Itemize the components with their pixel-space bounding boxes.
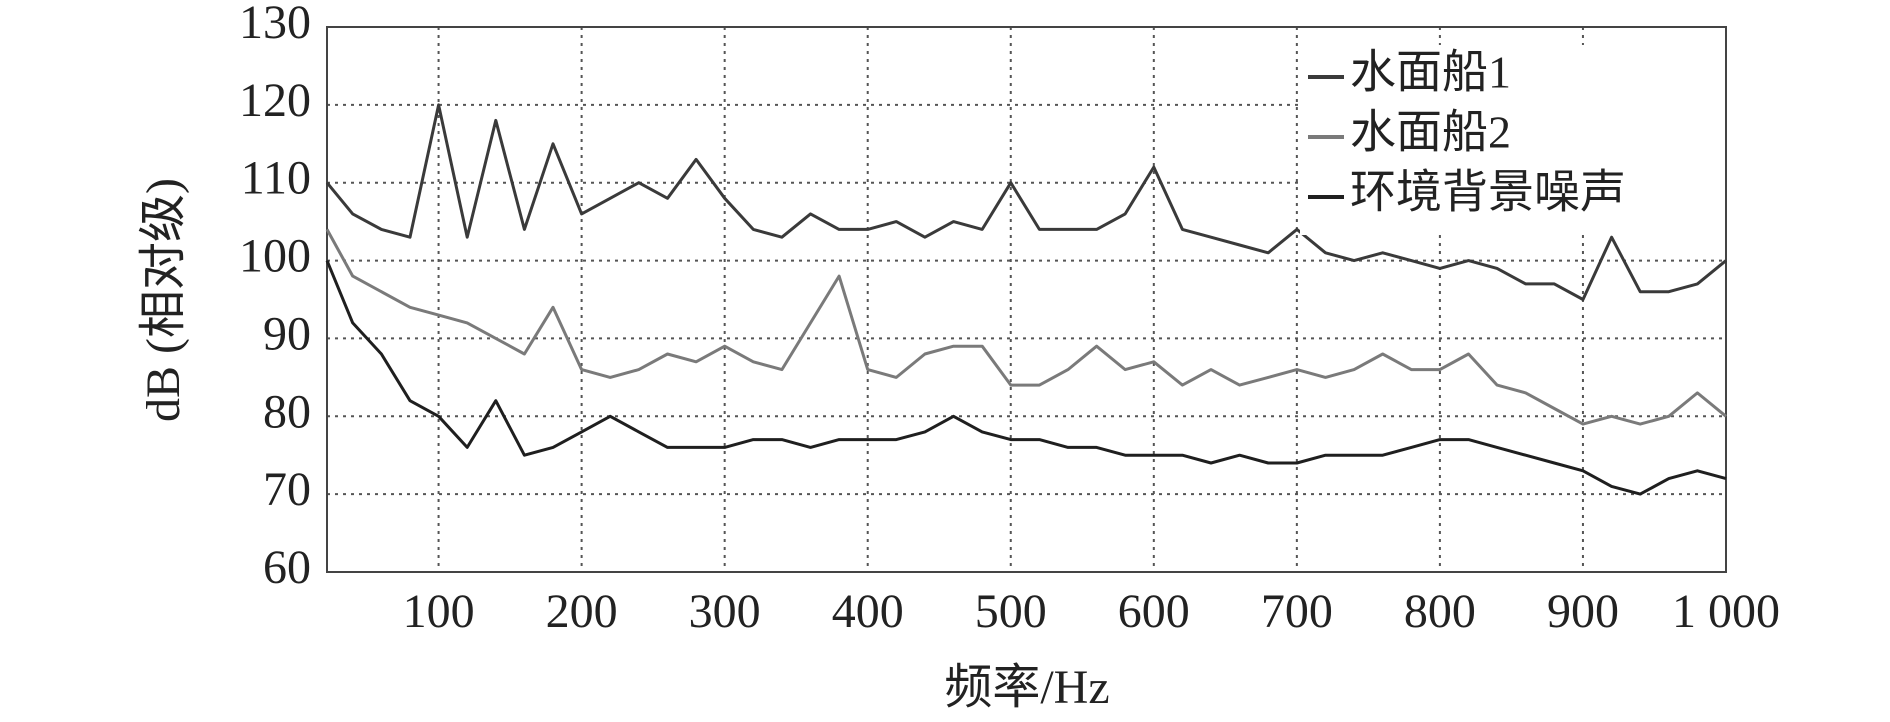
- y-tick-label: 120: [239, 74, 311, 127]
- y-tick-label: 110: [241, 152, 311, 205]
- legend-label: 环境背景噪声: [1350, 167, 1626, 218]
- x-tick-label: 500: [975, 585, 1047, 638]
- x-tick-label: 1 000: [1672, 585, 1780, 638]
- x-tick-label: 200: [546, 585, 618, 638]
- x-tick-label: 800: [1404, 585, 1476, 638]
- y-tick-label: 130: [239, 0, 311, 49]
- y-tick-label: 100: [239, 230, 311, 283]
- legend-label: 水面船1: [1350, 47, 1511, 98]
- legend-box: [1300, 45, 1722, 235]
- plot-frame: [326, 26, 1727, 573]
- y-tick-label: 90: [263, 307, 311, 360]
- series-line: [325, 260, 1727, 496]
- y-tick-label: 60: [263, 541, 311, 594]
- x-tick-label: 100: [403, 585, 475, 638]
- x-tick-label: 600: [1118, 585, 1190, 638]
- series-line: [325, 228, 1727, 426]
- x-tick-label: 700: [1261, 585, 1333, 638]
- y-tick-label: 80: [263, 385, 311, 438]
- series-line: [325, 103, 1727, 301]
- x-tick-label: 900: [1547, 585, 1619, 638]
- legend-label: 水面船2: [1350, 107, 1511, 158]
- x-tick-label: 300: [689, 585, 761, 638]
- y-axis-label: dB (相对级): [137, 178, 190, 422]
- x-tick-label: 400: [832, 585, 904, 638]
- y-tick-label: 70: [263, 463, 311, 516]
- x-axis-label: 频率/Hz: [944, 661, 1109, 714]
